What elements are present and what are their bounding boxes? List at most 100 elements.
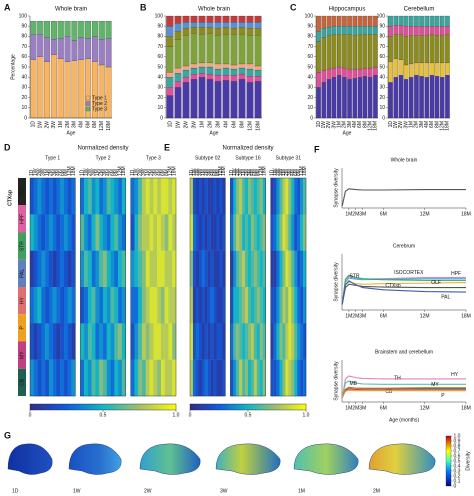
series-line — [341, 389, 466, 399]
x-tick-label: 2M — [352, 405, 359, 411]
heat-cell — [204, 250, 208, 288]
heat-cell — [192, 214, 197, 251]
heat-cell — [106, 214, 111, 251]
y-tick-label: 70 — [379, 44, 385, 50]
y-tick-label: 70 — [157, 44, 163, 50]
y-axis-label: Synapse diversity — [333, 168, 339, 208]
bar-segment — [190, 79, 198, 119]
heat-cell — [239, 323, 243, 360]
heat-cell — [291, 214, 295, 251]
bar-segment — [71, 40, 78, 61]
y-tick-label: 80 — [379, 34, 385, 40]
bar-segment — [174, 67, 182, 74]
heat-cell — [153, 250, 158, 288]
bar-segment — [190, 63, 198, 69]
bar-segment — [206, 66, 214, 75]
series-line — [341, 277, 466, 305]
panel-label: B — [140, 2, 147, 12]
heat-cell — [41, 178, 46, 215]
column-label: 4M — [156, 169, 162, 176]
bar-segment — [398, 25, 404, 35]
subplot-title: Type 3 — [146, 155, 161, 161]
bar-segment — [246, 63, 254, 70]
heat-cell — [198, 250, 202, 288]
colorbar-segment — [219, 404, 223, 410]
heat-cell — [157, 323, 162, 360]
bar-segment — [331, 67, 337, 78]
y-axis-label: Synapse diversity — [333, 262, 339, 302]
heat-cell — [279, 214, 283, 251]
heat-cell — [33, 323, 38, 360]
heat-cell — [48, 214, 53, 251]
legend-label: Type 2 — [92, 101, 107, 107]
bar-segment — [424, 26, 430, 36]
heat-cell — [262, 214, 266, 251]
heat-cell — [91, 250, 96, 288]
bar-segment — [50, 21, 57, 40]
heat-cell — [30, 250, 34, 288]
bar-segment — [190, 67, 198, 75]
heat-cell — [33, 214, 38, 251]
heat-cell — [201, 178, 205, 215]
heat-cell — [99, 250, 104, 288]
colorbar-tick-label: 1.0 — [173, 412, 180, 418]
heat-cell — [145, 323, 150, 360]
heat-cell — [248, 178, 252, 215]
colorbar-segment — [245, 404, 249, 410]
heat-cell — [230, 250, 234, 288]
bar-segment — [190, 74, 198, 80]
bar-segment — [434, 35, 440, 64]
column-label: 1M — [95, 169, 101, 176]
heat-cell — [213, 287, 217, 324]
heat-cell — [288, 214, 292, 251]
colorbar-segment — [259, 404, 263, 410]
bar-segment — [246, 68, 254, 77]
heat-cell — [297, 250, 301, 288]
bar-segment — [174, 15, 182, 24]
y-tick-label: 60 — [157, 54, 163, 60]
heat-cell — [236, 214, 240, 251]
bar-segment — [352, 35, 358, 70]
heat-cell — [279, 359, 283, 397]
heat-cell — [121, 359, 126, 397]
heat-cell — [130, 287, 135, 324]
heat-cell — [33, 250, 38, 288]
bar-segment — [388, 36, 393, 63]
bar-segment — [445, 34, 450, 64]
y-tick-label: 70 — [307, 44, 313, 50]
region-strip — [18, 205, 26, 233]
chart-title: Normalized density — [222, 146, 273, 152]
series-line — [341, 375, 466, 398]
brain-section — [368, 443, 436, 475]
column-label: 2M — [284, 169, 290, 176]
bar-segment — [246, 82, 254, 119]
heat-cell — [48, 250, 53, 288]
heat-cell — [282, 287, 286, 324]
colorbar-segment — [106, 404, 111, 410]
heat-cell — [48, 323, 53, 360]
colorbar-tick-label: 0.1 — [454, 478, 461, 484]
bar-segment — [342, 67, 347, 78]
heat-cell — [48, 287, 53, 324]
y-tick-label: 100 — [19, 13, 28, 19]
heat-cell — [114, 359, 119, 397]
x-tick-label: 1W — [321, 121, 327, 129]
bar-segment — [373, 26, 378, 35]
heat-cell — [236, 359, 240, 397]
bar-segment — [246, 22, 254, 29]
colorbar-tick-label: 0.3 — [454, 468, 461, 474]
heat-cell — [99, 178, 104, 215]
bar-segment — [373, 66, 378, 76]
series-label: HPF — [451, 271, 461, 277]
column-label: 4M — [106, 169, 112, 176]
colorbar-segment — [59, 404, 64, 410]
heat-cell — [41, 323, 46, 360]
region-label: P — [19, 326, 25, 330]
x-tick-label: 18M — [461, 211, 471, 217]
heat-cell — [192, 359, 197, 397]
bar-segment — [214, 81, 222, 119]
heat-cell — [138, 323, 143, 360]
colorbar-tick-label: 0.8 — [454, 443, 461, 449]
bar-segment — [373, 34, 378, 68]
